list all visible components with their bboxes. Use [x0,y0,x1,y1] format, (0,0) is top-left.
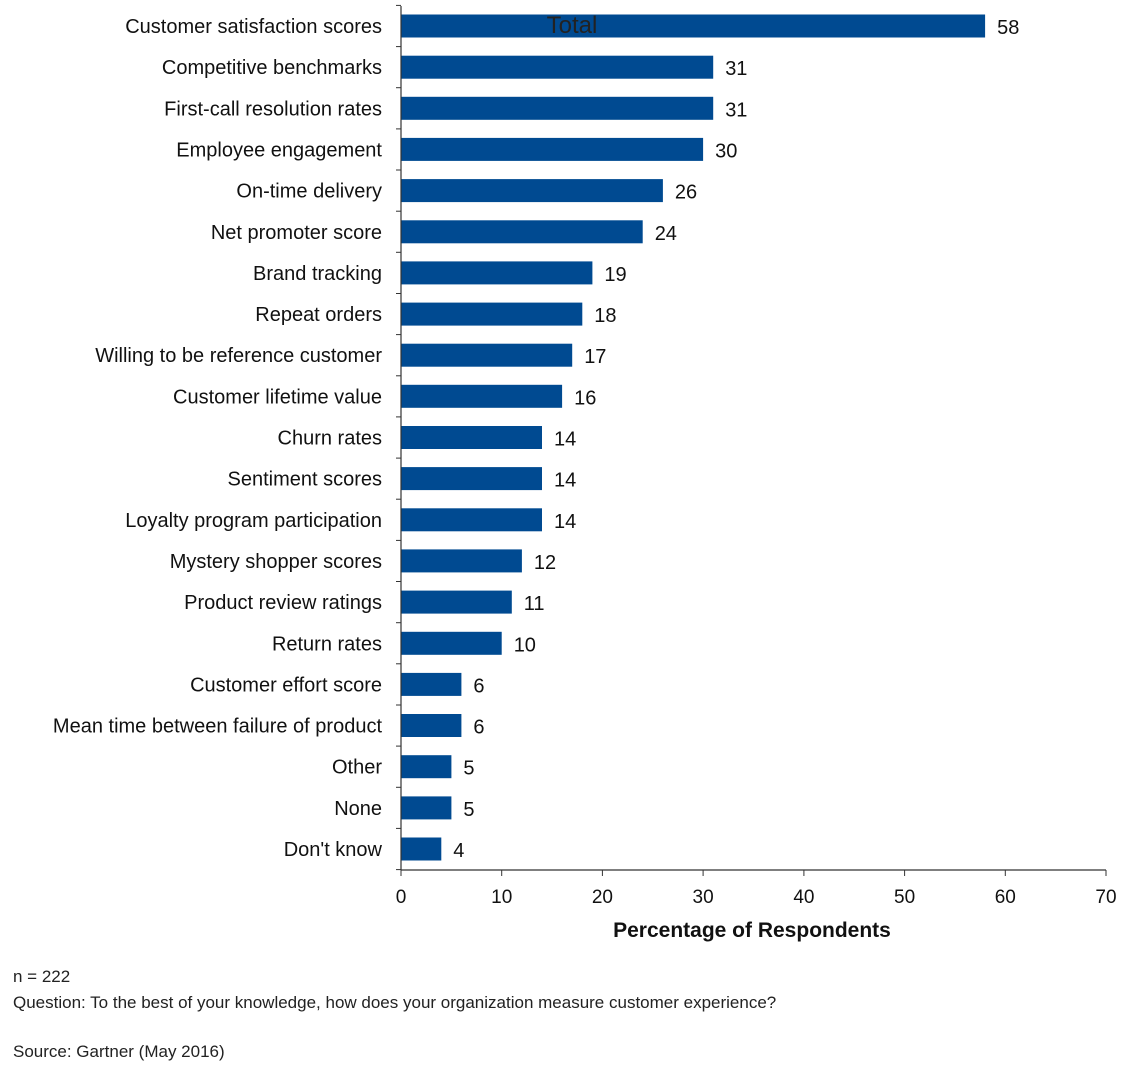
x-tick-label: 60 [995,887,1016,908]
bar [401,837,442,861]
x-tick-label: 70 [1095,887,1116,908]
bar [401,426,542,449]
category-label: Employee engagement [176,139,382,161]
category-label: First-call resolution rates [164,98,382,120]
bar [401,796,452,820]
category-label: Willing to be reference customer [95,345,382,367]
data-label: 14 [554,470,576,492]
category-label: Loyalty program participation [125,510,382,532]
bar [401,467,542,491]
survey-question-note: Question: To the best of your knowledge,… [13,993,777,1012]
data-label: 31 [725,58,747,80]
x-axis: 0 10 20 30 40 50 60 70 [396,4,1117,908]
category-label: Churn rates [278,428,383,450]
category-label: Return rates [272,633,382,655]
category-label: Repeat orders [255,304,382,326]
bar [401,96,714,120]
category-label: Customer satisfaction scores [125,16,382,38]
bar [401,590,512,614]
data-label: 30 [715,140,737,162]
data-label: 24 [655,223,677,245]
x-tick-label: 10 [491,887,512,908]
category-label: Customer effort score [190,674,382,696]
category-label: None [334,798,382,820]
category-labels: Customer satisfaction scores Competitive … [53,16,383,861]
category-label: On-time delivery [236,181,382,203]
data-label: 6 [473,675,484,697]
data-label: 19 [604,264,626,286]
data-label: 58 [997,17,1019,39]
data-label: 31 [725,99,747,121]
bars-layer [401,14,986,861]
bar [401,55,714,79]
bar [401,508,542,532]
bar [401,384,563,408]
category-label: Other [332,757,382,779]
bar [401,302,583,326]
x-tick-label: 0 [396,887,407,908]
bar [401,137,704,161]
data-label: 10 [514,634,536,656]
x-tick-label: 50 [894,887,915,908]
data-label: 4 [453,840,464,862]
data-label: 11 [524,593,545,615]
bar [401,343,573,367]
category-label: Customer lifetime value [173,386,382,408]
category-label: Mean time between failure of product [53,716,383,738]
category-label: Brand tracking [253,263,382,285]
x-tick-label: 20 [592,887,613,908]
value-labels: 58 31 31 30 26 24 19 18 17 16 14 14 14 12 11 10 6 6 5 5 4 [453,17,1019,862]
x-tick-label: 40 [793,887,814,908]
data-label: 5 [463,758,474,780]
category-label: Product review ratings [184,592,382,614]
x-tick-label: 30 [693,887,714,908]
bar-chart: 0 10 20 30 40 50 60 70 Customer satisfaction sc… [53,4,1117,942]
category-label: Sentiment scores [227,469,382,491]
data-label: 18 [594,305,616,327]
data-label: 6 [473,717,484,739]
category-label: Net promoter score [211,222,382,244]
bar [401,714,462,737]
data-label: 16 [574,387,596,409]
data-label: 5 [463,799,474,821]
bar [401,755,452,779]
bar [401,672,462,696]
bar [401,261,593,285]
data-label: 12 [534,552,556,574]
category-label: Don't know [284,839,383,861]
bar [401,549,522,573]
sample-size-note: n = 222 [13,967,71,986]
bar [401,14,986,38]
data-label: 14 [554,429,576,451]
category-label: Mystery shopper scores [170,551,382,573]
data-label: 17 [584,346,606,368]
data-label: 26 [675,182,697,204]
bar [401,631,502,655]
x-axis-title: Percentage of Respondents [613,919,891,942]
category-label: Competitive benchmarks [162,57,382,79]
legend-series-name: Total [547,12,598,39]
bar [401,179,663,203]
bar [401,220,643,244]
source-note: Source: Gartner (May 2016) [13,1042,225,1061]
data-label: 14 [554,511,576,533]
